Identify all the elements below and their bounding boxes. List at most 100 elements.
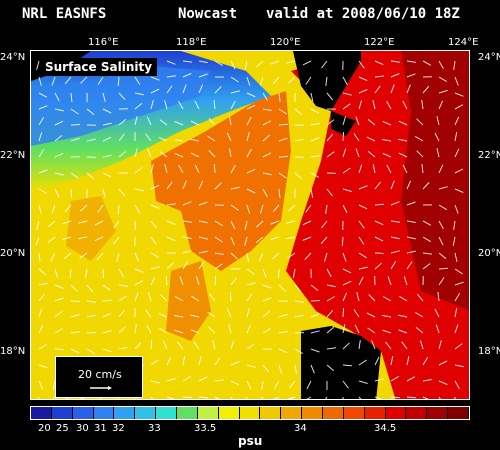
current-vector xyxy=(390,250,400,254)
current-vector xyxy=(86,138,96,142)
current-vector xyxy=(438,360,448,366)
current-vector xyxy=(278,331,288,334)
current-vector xyxy=(150,88,160,94)
eddy-orange xyxy=(166,261,211,341)
current-vector xyxy=(166,60,176,65)
lat-tick-20-left: 20°N xyxy=(0,248,26,259)
current-vector xyxy=(150,100,154,110)
current-vector xyxy=(63,252,72,260)
current-vector xyxy=(94,236,104,242)
current-vector xyxy=(134,92,144,96)
current-vector xyxy=(182,220,192,223)
current-vector xyxy=(38,324,44,334)
current-vector xyxy=(438,340,442,350)
current-vector xyxy=(174,296,184,302)
current-vector xyxy=(326,133,334,142)
current-vector xyxy=(358,380,368,384)
current-vector xyxy=(326,119,335,126)
current-vector xyxy=(166,220,176,225)
current-vector xyxy=(414,135,424,142)
current-vector xyxy=(54,120,64,126)
current-vector xyxy=(342,307,345,318)
current-vector xyxy=(325,396,328,399)
current-vector xyxy=(230,340,235,350)
colorbar-tick-33-5: 33.5 xyxy=(194,423,217,434)
current-vector xyxy=(310,284,319,291)
colorbar-tick-32: 32 xyxy=(112,423,125,434)
current-vector xyxy=(305,204,312,213)
current-vector xyxy=(134,188,144,192)
current-vector xyxy=(401,341,408,350)
current-vector xyxy=(342,76,348,86)
current-vector xyxy=(207,311,216,318)
current-vector xyxy=(342,380,349,389)
current-vector xyxy=(38,149,45,158)
product-title: Nowcast xyxy=(178,6,238,22)
lon-tick-120: 120°E xyxy=(270,37,301,48)
current-vector xyxy=(342,268,352,274)
current-vector xyxy=(310,348,320,353)
current-vector xyxy=(262,327,271,334)
current-vector xyxy=(454,148,460,158)
current-vector xyxy=(182,73,192,78)
current-vector xyxy=(342,324,346,334)
salinity-map[interactable] xyxy=(30,50,470,400)
lat-tick-22-right: 22°N xyxy=(478,150,500,161)
current-vector xyxy=(160,294,168,302)
current-vector xyxy=(452,236,456,246)
lon-tick-116: 116°E xyxy=(88,37,119,48)
current-vector xyxy=(310,364,315,374)
current-vector xyxy=(454,204,459,214)
current-vector xyxy=(367,327,376,334)
current-vector xyxy=(390,236,400,240)
current-vector xyxy=(260,396,264,399)
current-vector xyxy=(294,138,304,142)
current-vector xyxy=(102,108,112,114)
current-vector xyxy=(262,120,272,126)
current-vector xyxy=(198,250,208,254)
current-vector xyxy=(262,284,272,289)
current-vector xyxy=(342,364,353,367)
current-vector xyxy=(382,139,392,142)
current-vector xyxy=(213,163,216,174)
current-vector xyxy=(341,236,344,247)
current-vector xyxy=(406,201,416,206)
lat-tick-22-left: 22°N xyxy=(0,150,26,161)
dark-red-water xyxy=(401,51,469,311)
current-vector xyxy=(212,340,216,350)
current-vector xyxy=(390,60,400,63)
current-vector xyxy=(198,180,204,190)
current-vector xyxy=(182,60,192,63)
current-vector xyxy=(310,155,320,158)
current-vector xyxy=(102,188,106,198)
current-vector xyxy=(278,364,283,374)
current-vector xyxy=(324,252,328,262)
current-vector xyxy=(358,76,368,82)
current-vector xyxy=(398,152,408,158)
current-vector xyxy=(102,284,111,291)
current-vector xyxy=(244,220,248,230)
current-vector xyxy=(262,172,272,176)
colorbar-cell xyxy=(343,407,365,419)
current-vector xyxy=(342,204,348,214)
current-vector xyxy=(191,295,200,302)
current-vector xyxy=(102,172,112,178)
current-vector xyxy=(38,380,43,390)
current-vector xyxy=(80,76,88,84)
current-vector xyxy=(278,123,289,126)
colorbar-cell xyxy=(114,407,136,419)
current-vector xyxy=(402,164,408,174)
current-vector xyxy=(358,220,365,229)
current-vector xyxy=(198,236,208,240)
current-vector xyxy=(406,60,416,63)
model-title: NRL EASNFS xyxy=(22,6,107,22)
current-vector xyxy=(246,148,252,158)
current-vector xyxy=(422,182,430,190)
current-vector xyxy=(145,309,152,318)
current-vector xyxy=(94,220,104,226)
current-vector xyxy=(244,60,248,70)
current-vector xyxy=(406,261,413,270)
current-vector xyxy=(310,188,314,198)
current-vector xyxy=(358,89,368,94)
current-vector xyxy=(196,276,200,286)
